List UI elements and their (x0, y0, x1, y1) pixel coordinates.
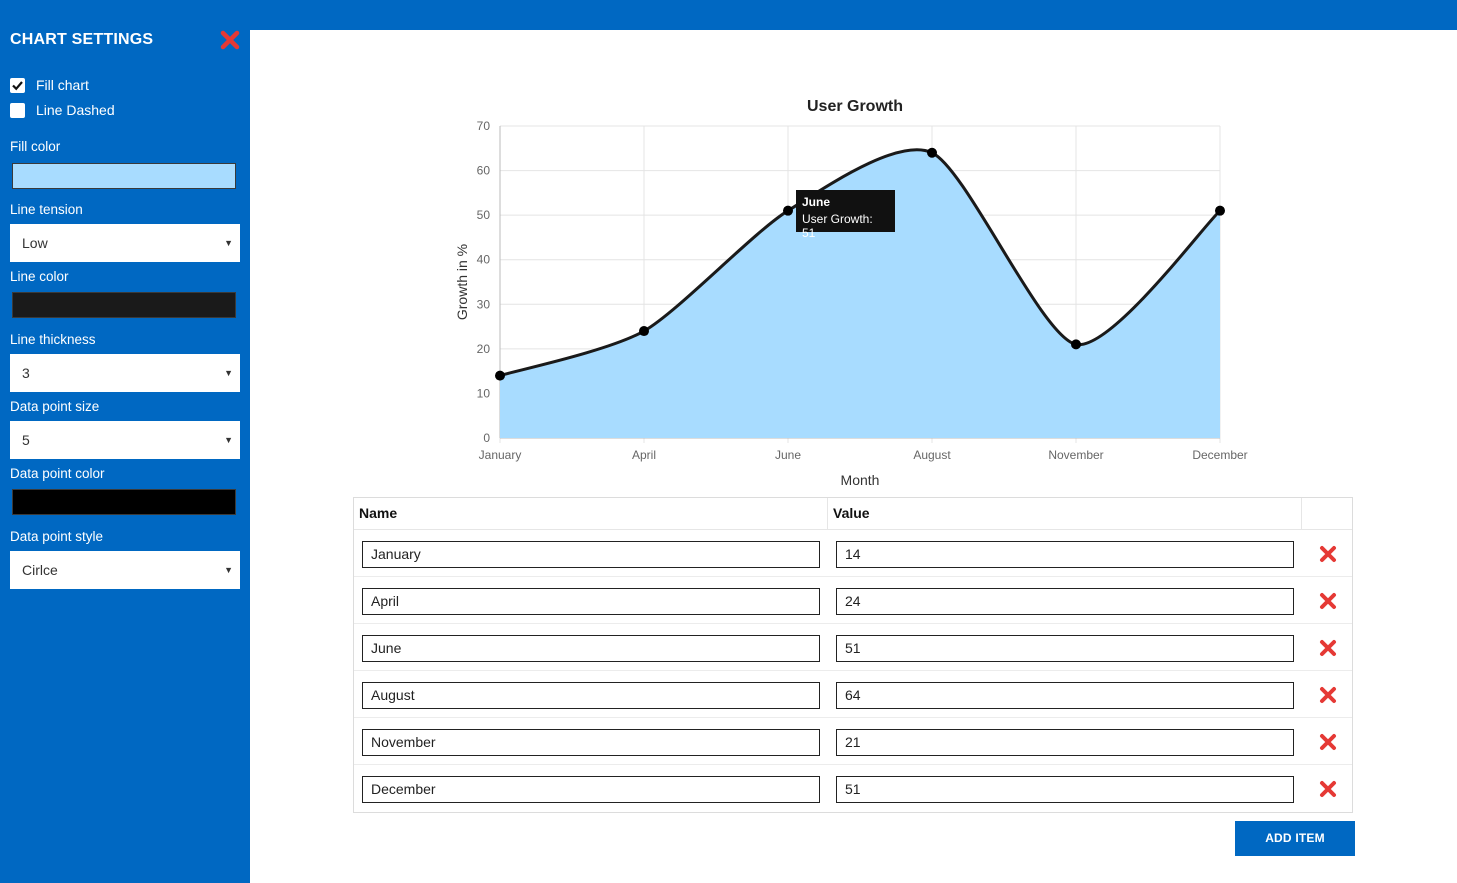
delete-row-icon[interactable] (1319, 686, 1337, 704)
row-value-input[interactable]: 21 (836, 729, 1294, 756)
data-point (783, 205, 793, 216)
x-tick-label: June (775, 448, 801, 462)
line-dashed-checkbox[interactable] (10, 102, 25, 118)
add-item-button[interactable]: ADD ITEM (1235, 821, 1355, 856)
y-tick-label: 30 (477, 297, 491, 311)
data-point-color-picker[interactable] (12, 489, 236, 515)
fill-color-picker[interactable] (12, 163, 236, 189)
data-point (927, 147, 937, 158)
y-tick-label: 40 (477, 253, 491, 267)
x-tick-label: August (913, 448, 951, 462)
data-point (1071, 339, 1081, 350)
table-row: November 21 (354, 718, 1352, 765)
table-header: Name Value (354, 498, 1352, 530)
line-thickness-select[interactable]: 3 ▼ (10, 354, 240, 392)
row-value-input[interactable]: 51 (836, 635, 1294, 662)
tooltip-title: June (802, 195, 831, 209)
delete-row-icon[interactable] (1319, 780, 1337, 798)
fill-chart-label: Fill chart (36, 77, 89, 93)
chevron-down-icon: ▼ (224, 368, 233, 378)
chart-settings-sidebar: CHART SETTINGS Fill chart Line Dashed Fi… (0, 0, 250, 883)
line-tension-select[interactable]: Low ▼ (10, 224, 240, 262)
chart-title: User Growth (806, 98, 903, 115)
data-point (495, 370, 505, 381)
x-axis-title: Month (841, 472, 880, 488)
row-name-input[interactable]: December (362, 776, 820, 803)
line-dashed-label: Line Dashed (36, 102, 115, 118)
data-point (639, 326, 649, 337)
delete-row-icon[interactable] (1319, 733, 1337, 751)
table-row: April 24 (354, 577, 1352, 624)
line-dashed-checkbox-row[interactable]: Line Dashed (10, 102, 115, 118)
checkmark-icon (12, 80, 23, 90)
column-header-actions (1302, 498, 1352, 529)
x-tick-label: November (1048, 448, 1103, 462)
row-name-input[interactable]: January (362, 541, 820, 568)
data-point-style-value: Cirlce (22, 562, 58, 578)
delete-row-icon[interactable] (1319, 592, 1337, 610)
chart-container: User Growth 0 10 20 30 40 50 60 70 January April J… (440, 90, 1270, 490)
x-tick-label: April (632, 448, 656, 462)
chevron-down-icon: ▼ (224, 565, 233, 575)
row-name-input[interactable]: August (362, 682, 820, 709)
column-header-value: Value (828, 498, 1302, 529)
y-axis-title: Growth in % (454, 244, 470, 320)
line-tension-label: Line tension (10, 202, 83, 217)
table-row: June 51 (354, 624, 1352, 671)
x-tick-label: December (1192, 448, 1247, 462)
data-point-size-select[interactable]: 5 ▼ (10, 421, 240, 459)
y-tick-label: 50 (477, 208, 491, 222)
data-point-size-label: Data point size (10, 399, 100, 414)
data-point-style-label: Data point style (10, 529, 104, 544)
y-tick-label: 0 (483, 431, 490, 445)
line-chart: 0 10 20 30 40 50 60 70 January April June August Nov… (454, 119, 1248, 488)
fill-chart-checkbox[interactable] (10, 77, 25, 93)
row-name-input[interactable]: June (362, 635, 820, 662)
row-value-input[interactable]: 14 (836, 541, 1294, 568)
series-fill-area (500, 149, 1220, 439)
data-point-size-value: 5 (22, 432, 30, 448)
chevron-down-icon: ▼ (224, 238, 233, 248)
line-tension-value: Low (22, 235, 48, 251)
row-value-input[interactable]: 51 (836, 776, 1294, 803)
line-thickness-value: 3 (22, 365, 30, 381)
row-name-input[interactable]: April (362, 588, 820, 615)
table-row: December 51 (354, 765, 1352, 812)
table-row: August 64 (354, 671, 1352, 718)
y-tick-label: 10 (477, 386, 491, 400)
y-tick-label: 20 (477, 342, 491, 356)
data-point (1215, 205, 1225, 216)
data-point-color-label: Data point color (10, 466, 105, 481)
tooltip-text: User Growth: 51 (802, 212, 873, 240)
data-point-style-select[interactable]: Cirlce ▼ (10, 551, 240, 589)
chart-tooltip: June User Growth: 51 (796, 190, 895, 240)
y-tick-label: 70 (477, 119, 491, 133)
data-table: Name Value January 14 April 24 June 51 August 6… (353, 497, 1353, 813)
delete-row-icon[interactable] (1319, 545, 1337, 563)
chevron-down-icon: ▼ (224, 435, 233, 445)
delete-row-icon[interactable] (1319, 639, 1337, 657)
table-row: January 14 (354, 530, 1352, 577)
line-color-picker[interactable] (12, 292, 236, 318)
column-header-name: Name (354, 498, 828, 529)
row-value-input[interactable]: 24 (836, 588, 1294, 615)
line-color-label: Line color (10, 269, 69, 284)
table-body: January 14 April 24 June 51 August 64 November 21… (354, 530, 1352, 812)
row-name-input[interactable]: November (362, 729, 820, 756)
row-value-input[interactable]: 64 (836, 682, 1294, 709)
line-thickness-label: Line thickness (10, 332, 96, 347)
close-icon[interactable] (219, 29, 241, 51)
fill-color-label: Fill color (10, 139, 61, 154)
x-tick-label: January (479, 448, 522, 462)
y-tick-label: 60 (477, 164, 491, 178)
fill-chart-checkbox-row[interactable]: Fill chart (10, 77, 89, 93)
sidebar-title: CHART SETTINGS (10, 31, 154, 48)
